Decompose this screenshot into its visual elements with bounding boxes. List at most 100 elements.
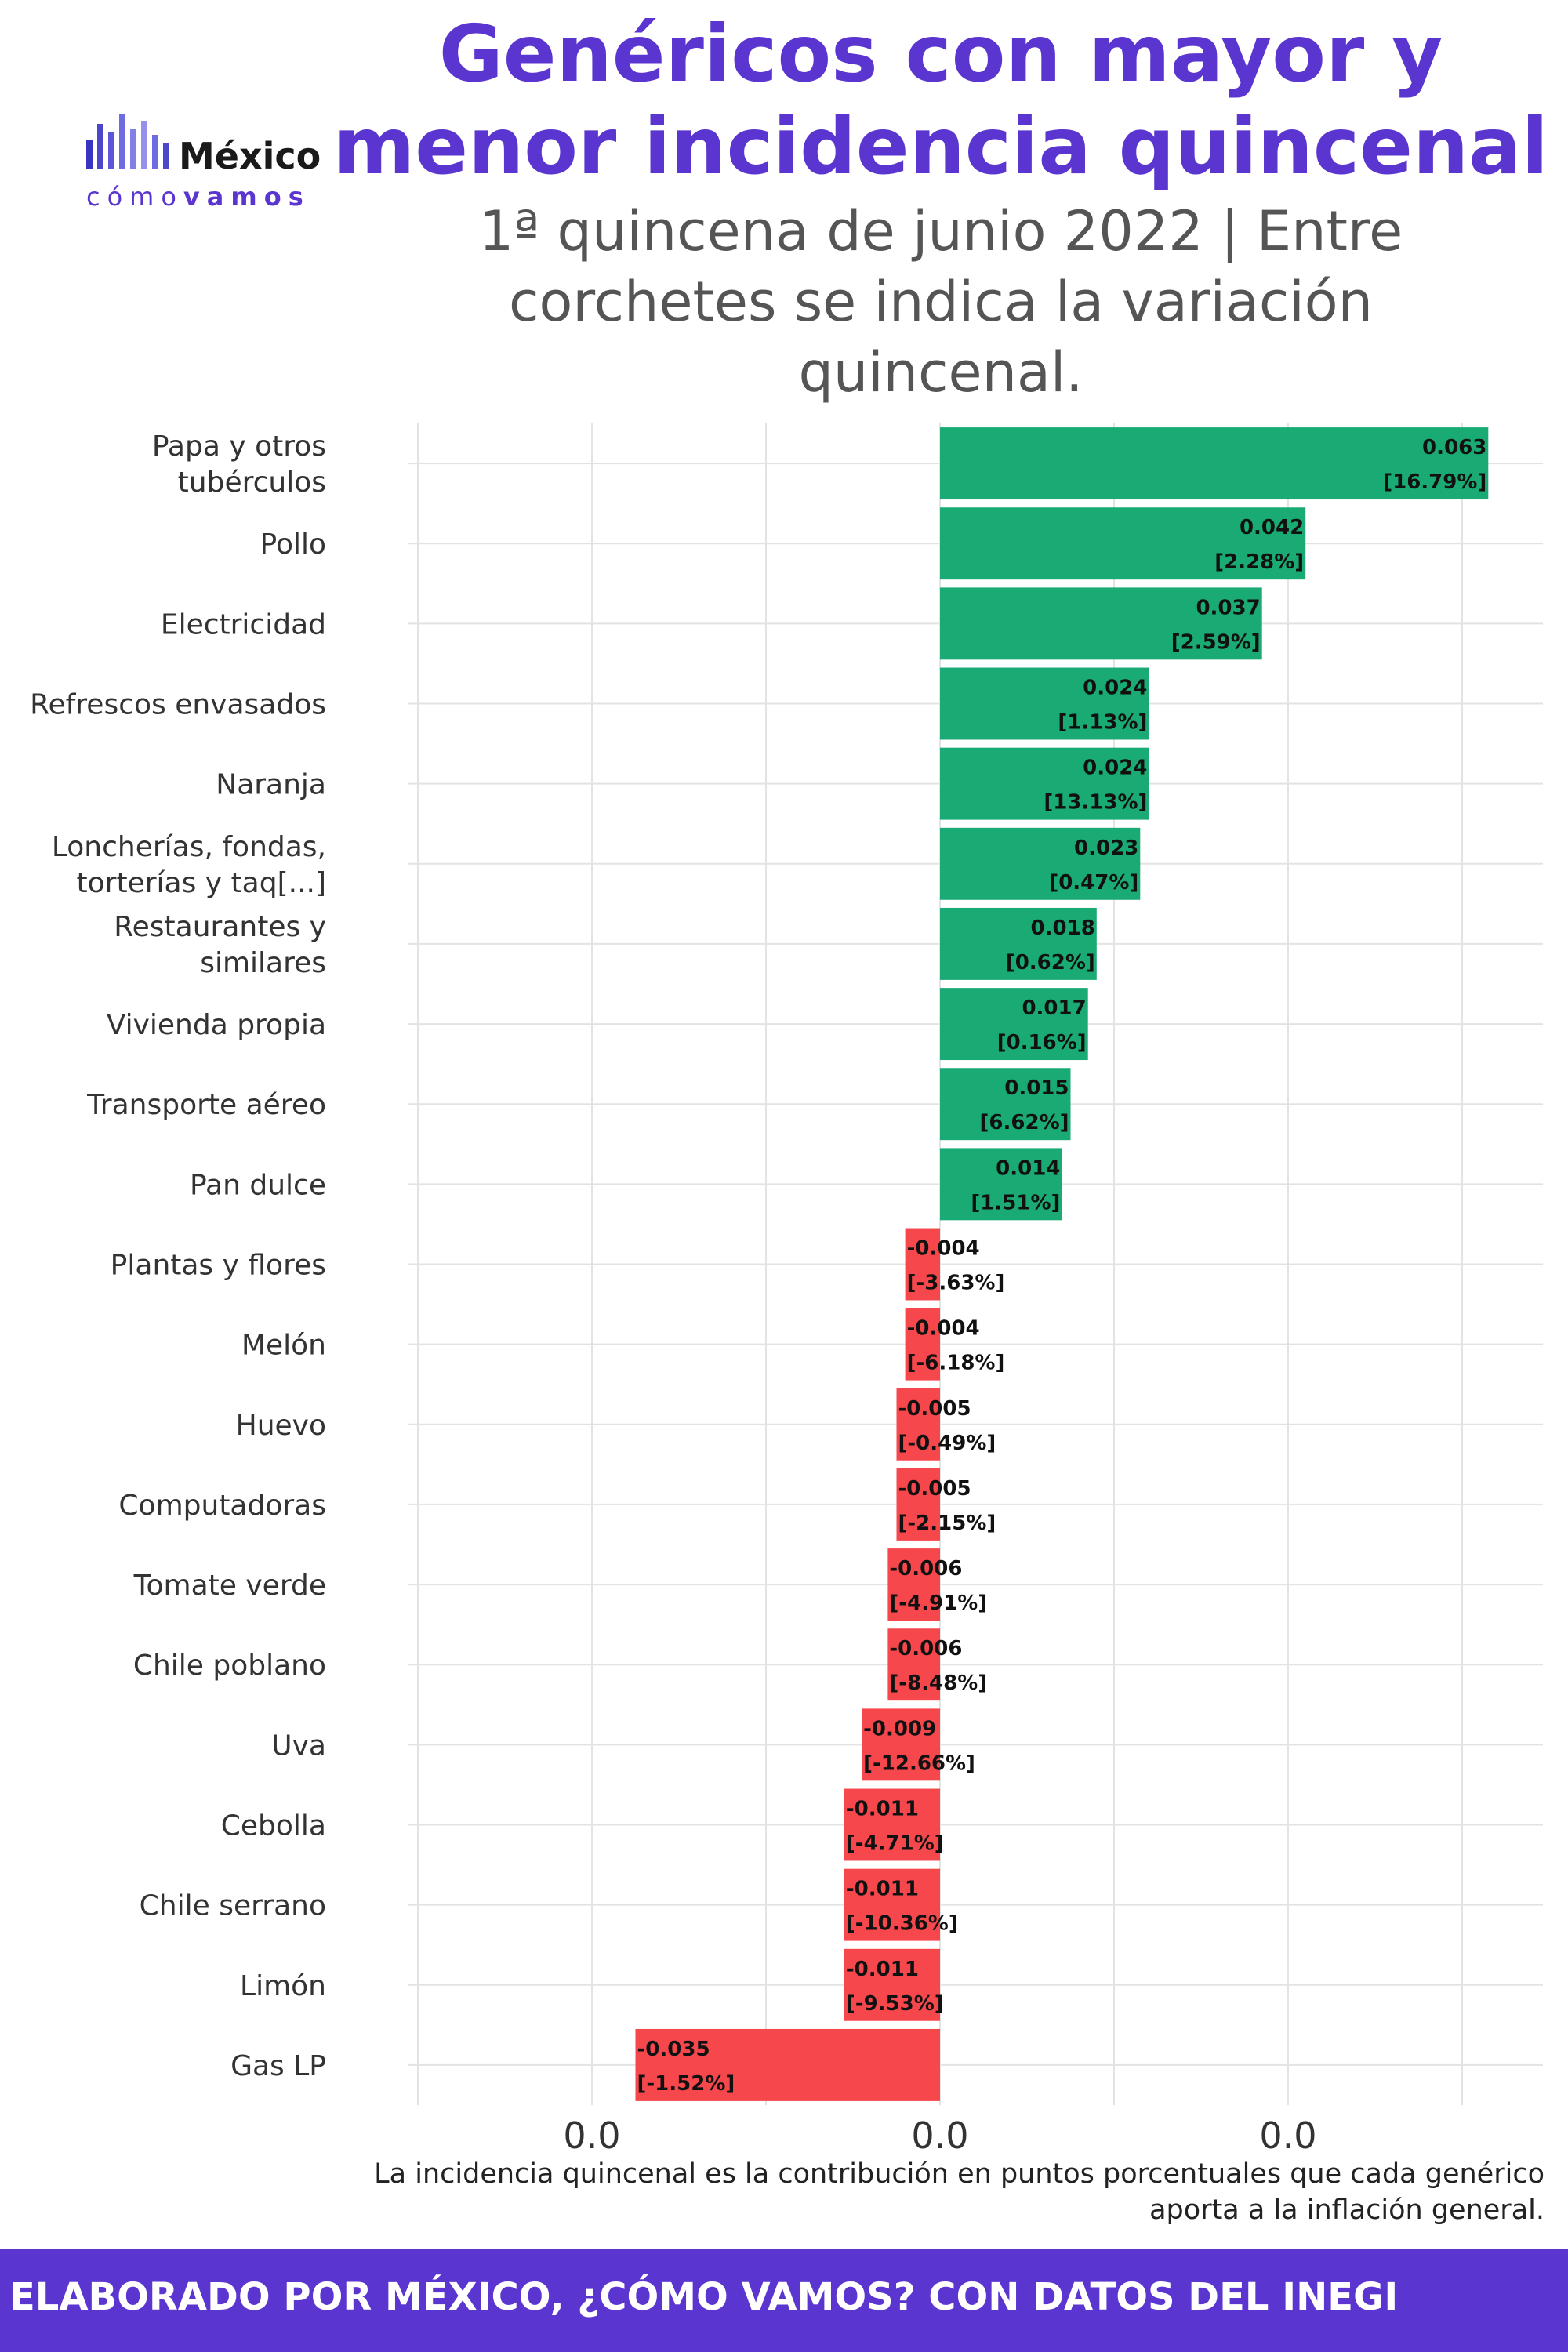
category-label-line: tubérculos — [178, 466, 326, 499]
value-label: 0.014 — [996, 1156, 1060, 1180]
value-label: -0.035 — [637, 2038, 710, 2061]
bar — [940, 507, 1306, 580]
logo-bar — [97, 124, 103, 169]
category-label: Transporte aéreo — [86, 1089, 326, 1121]
logo-bar — [141, 121, 147, 169]
category-label: Loncherías, fondas, torterías y taq[...] — [52, 831, 326, 899]
category-label: Melón — [241, 1330, 326, 1362]
variation-label: [1.13%] — [1058, 711, 1147, 735]
category-labels: Papa y otros tubérculos Pollo Electricidad R… — [30, 430, 326, 2082]
chart-caption: La incidencia quincenal es la contribuci… — [374, 2158, 1544, 2226]
logo-subtitle: cómovamos — [86, 182, 310, 212]
bar — [896, 1388, 940, 1461]
category-label-line: torterías y taq[...] — [77, 867, 326, 899]
category-label: Chile serrano — [140, 1890, 326, 1922]
bar — [940, 587, 1262, 660]
category-label: Uva — [271, 1730, 326, 1762]
value-label: -0.011 — [846, 1878, 919, 1901]
value-label: -0.004 — [907, 1317, 980, 1341]
logo-sub-light: cómo — [86, 182, 183, 212]
x-tick-label: 0.0 — [911, 2114, 968, 2157]
bar — [940, 907, 1097, 980]
variation-label: [-4.91%] — [889, 1592, 987, 1615]
category-label: Chile poblano — [133, 1650, 326, 1682]
bar — [862, 1708, 940, 1781]
category-label: Naranja — [216, 769, 326, 801]
bar — [844, 1868, 940, 1941]
variation-label: [-3.63%] — [907, 1272, 1005, 1295]
bar — [905, 1308, 940, 1381]
variation-label: [2.28%] — [1214, 550, 1304, 574]
value-label: 0.017 — [1022, 996, 1086, 1020]
logo-bar — [119, 114, 125, 169]
variation-label: [-8.48%] — [889, 1671, 987, 1695]
logo-bar — [152, 135, 158, 169]
bar — [887, 1628, 940, 1701]
category-label: Vivienda propia — [107, 1009, 326, 1041]
category-label: Cebolla — [221, 1810, 326, 1842]
bar — [940, 427, 1489, 500]
chart-subtitle: 1ª quincena de junio 2022 | Entre corche… — [478, 199, 1403, 405]
bar — [844, 1948, 940, 2021]
logo-sub-bold: vamos — [183, 182, 310, 212]
value-label: -0.011 — [846, 1798, 919, 1821]
variation-label: [-2.15%] — [898, 1512, 996, 1535]
footer-credit: ELABORADO POR MÉXICO, ¿CÓMO VAMOS? CON D… — [9, 2275, 1399, 2319]
variation-label: [-6.18%] — [907, 1352, 1005, 1375]
variation-label: [-10.36%] — [846, 1912, 958, 1936]
x-axis-tick-labels: 0.0 0.0 0.0 — [563, 2114, 1316, 2157]
bar — [940, 1148, 1062, 1221]
variation-label: [0.62%] — [1006, 951, 1095, 975]
category-label: Huevo — [236, 1410, 326, 1442]
bars — [635, 427, 1489, 2101]
value-label: -0.004 — [907, 1237, 980, 1261]
category-label-line: Papa y otros — [152, 430, 326, 463]
category-label: Gas LP — [230, 2050, 326, 2082]
value-label: 0.023 — [1074, 837, 1138, 860]
variation-label: [-0.49%] — [898, 1432, 996, 1455]
variation-label: [13.13%] — [1044, 791, 1147, 815]
bar — [940, 667, 1149, 740]
value-label: 0.063 — [1422, 436, 1486, 459]
logo-bar — [86, 140, 93, 169]
variation-label: [-9.53%] — [846, 1992, 944, 2016]
logo-bar — [108, 132, 114, 169]
category-label-line: similares — [200, 947, 326, 979]
x-tick-label: 0.0 — [563, 2114, 620, 2157]
category-label-line: Loncherías, fondas, — [52, 831, 326, 863]
chart-title: Genéricos con mayor y menor incidencia q… — [333, 8, 1548, 192]
value-label: -0.006 — [889, 1637, 962, 1661]
value-label: 0.024 — [1083, 757, 1147, 780]
variation-label: [6.62%] — [980, 1111, 1069, 1134]
category-label: Plantas y flores — [111, 1250, 326, 1282]
value-label: 0.037 — [1196, 596, 1260, 619]
value-label: -0.005 — [898, 1397, 971, 1421]
category-label: Restaurantes y similares — [114, 911, 326, 979]
value-label: -0.011 — [846, 1958, 919, 1981]
footer-banner: ELABORADO POR MÉXICO, ¿CÓMO VAMOS? CON D… — [0, 2249, 1568, 2352]
bar — [844, 1788, 940, 1861]
bar — [940, 747, 1149, 820]
value-label: -0.006 — [889, 1557, 962, 1581]
bar — [896, 1468, 940, 1541]
category-label: Pan dulce — [190, 1169, 326, 1201]
value-labels: 0.063 [16.79%] 0.042 [2.28%] 0.037 [2.59%] 0.0… — [637, 436, 1487, 2096]
category-label: Electricidad — [161, 608, 326, 641]
logo: México cómovamos — [78, 88, 353, 213]
bar — [940, 827, 1141, 900]
logo-wordmark: México — [179, 135, 321, 177]
category-label-line: Restaurantes y — [114, 911, 326, 943]
category-label: Computadoras — [118, 1490, 326, 1522]
value-label: 0.042 — [1240, 516, 1304, 539]
variation-label: [-4.71%] — [846, 1832, 944, 1856]
variation-label: [1.51%] — [971, 1191, 1060, 1214]
variation-label: [0.47%] — [1049, 871, 1138, 895]
bar — [940, 988, 1088, 1061]
category-label: Papa y otros tubérculos — [152, 430, 326, 499]
category-label: Refrescos envasados — [30, 689, 326, 721]
bar-chart: Papa y otros tubérculos Pollo Electricidad R… — [30, 423, 1543, 2157]
logo-bar — [130, 129, 136, 169]
variation-label: [2.59%] — [1171, 630, 1261, 654]
variation-label: [-1.52%] — [637, 2072, 735, 2096]
bar — [940, 1068, 1071, 1141]
